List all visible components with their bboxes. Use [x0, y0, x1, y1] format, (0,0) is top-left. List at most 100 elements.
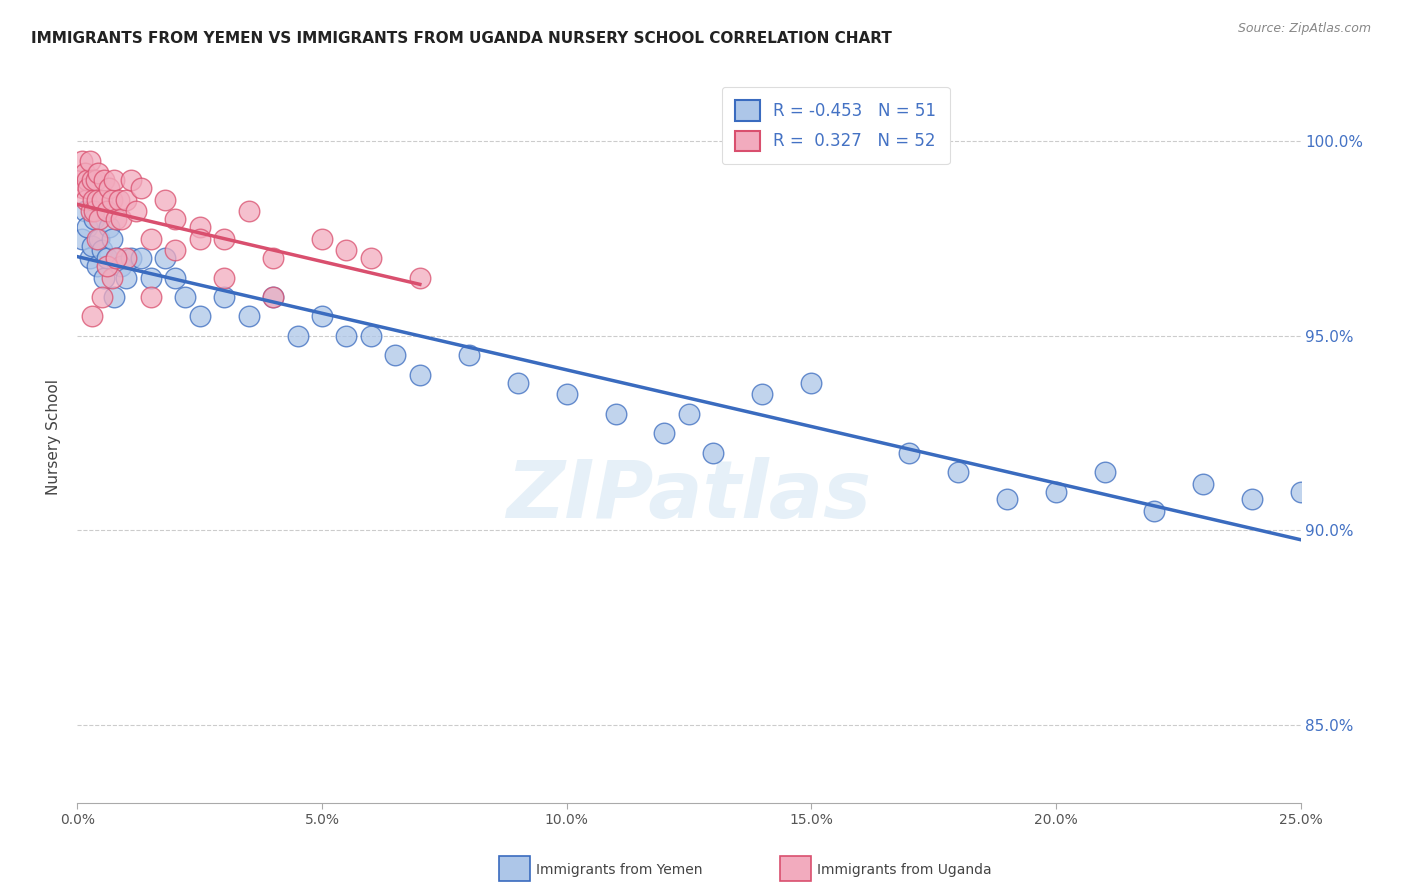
Point [82, 193, 104, 207]
Point [238, 310, 260, 324]
Point [86, 259, 108, 273]
Point [165, 212, 187, 227]
Point [238, 204, 260, 219]
Point [86, 193, 108, 207]
Point [110, 259, 132, 273]
Point [212, 290, 235, 304]
Point [188, 219, 211, 234]
Point [69, 173, 91, 187]
Point [155, 251, 177, 265]
Point [76, 173, 98, 187]
Point [409, 270, 432, 285]
Point [79, 153, 101, 168]
Point [188, 232, 211, 246]
Point [90, 193, 112, 207]
Point [70, 232, 93, 246]
Point [83, 212, 105, 227]
Point [1240, 492, 1263, 507]
Text: ZIPatlas: ZIPatlas [506, 457, 872, 534]
Point [360, 329, 382, 343]
Point [654, 426, 676, 441]
Point [87, 165, 110, 179]
Point [751, 387, 773, 401]
Point [262, 251, 284, 265]
Point [311, 310, 333, 324]
Point [262, 290, 284, 304]
Point [287, 329, 309, 343]
Point [80, 173, 103, 187]
Text: Immigrants from Uganda: Immigrants from Uganda [817, 863, 991, 877]
Point [100, 270, 122, 285]
Point [96, 251, 118, 265]
Point [139, 290, 162, 304]
Point [678, 407, 700, 421]
Point [1143, 504, 1166, 518]
Point [898, 445, 921, 459]
Point [360, 251, 382, 265]
Point [125, 204, 148, 219]
Point [100, 193, 122, 207]
Point [174, 290, 197, 304]
Point [1045, 484, 1067, 499]
Point [83, 204, 105, 219]
Text: IMMIGRANTS FROM YEMEN VS IMMIGRANTS FROM UGANDA NURSERY SCHOOL CORRELATION CHART: IMMIGRANTS FROM YEMEN VS IMMIGRANTS FROM… [31, 31, 891, 46]
Point [995, 492, 1018, 507]
Point [105, 212, 128, 227]
Point [1094, 465, 1116, 479]
Point [105, 251, 128, 265]
Text: Source: ZipAtlas.com: Source: ZipAtlas.com [1237, 22, 1371, 36]
Point [90, 244, 112, 258]
Point [98, 181, 121, 195]
Point [89, 232, 111, 246]
Point [115, 193, 138, 207]
Point [506, 376, 529, 390]
Point [77, 181, 100, 195]
Point [98, 219, 121, 234]
Point [212, 270, 235, 285]
Legend: R = -0.453   N = 51, R =  0.327   N = 52: R = -0.453 N = 51, R = 0.327 N = 52 [721, 87, 949, 164]
Point [100, 232, 122, 246]
Point [129, 181, 152, 195]
Point [120, 173, 142, 187]
Point [76, 219, 98, 234]
Point [70, 153, 93, 168]
Point [110, 212, 132, 227]
Point [165, 244, 187, 258]
Point [457, 348, 479, 362]
Point [90, 290, 112, 304]
Point [139, 270, 162, 285]
Point [80, 239, 103, 253]
Point [800, 376, 823, 390]
Point [120, 251, 142, 265]
Point [155, 193, 177, 207]
Point [73, 165, 96, 179]
Text: Immigrants from Yemen: Immigrants from Yemen [536, 863, 702, 877]
Point [702, 445, 724, 459]
Point [79, 251, 101, 265]
Point [129, 251, 152, 265]
Point [80, 310, 103, 324]
Point [103, 173, 125, 187]
Point [73, 204, 96, 219]
Point [165, 270, 187, 285]
Point [105, 251, 128, 265]
Point [555, 387, 578, 401]
Point [212, 232, 235, 246]
Point [1289, 484, 1312, 499]
Point [93, 270, 115, 285]
Point [84, 173, 107, 187]
Y-axis label: Nursery School: Nursery School [46, 379, 62, 495]
Point [384, 348, 406, 362]
Point [335, 329, 357, 343]
Point [1191, 476, 1213, 491]
Point [89, 212, 111, 227]
Point [335, 244, 357, 258]
Point [188, 310, 211, 324]
Point [80, 204, 103, 219]
Point [75, 193, 97, 207]
Point [96, 204, 118, 219]
Point [115, 251, 138, 265]
Point [139, 232, 162, 246]
Point [115, 270, 138, 285]
Point [108, 193, 131, 207]
